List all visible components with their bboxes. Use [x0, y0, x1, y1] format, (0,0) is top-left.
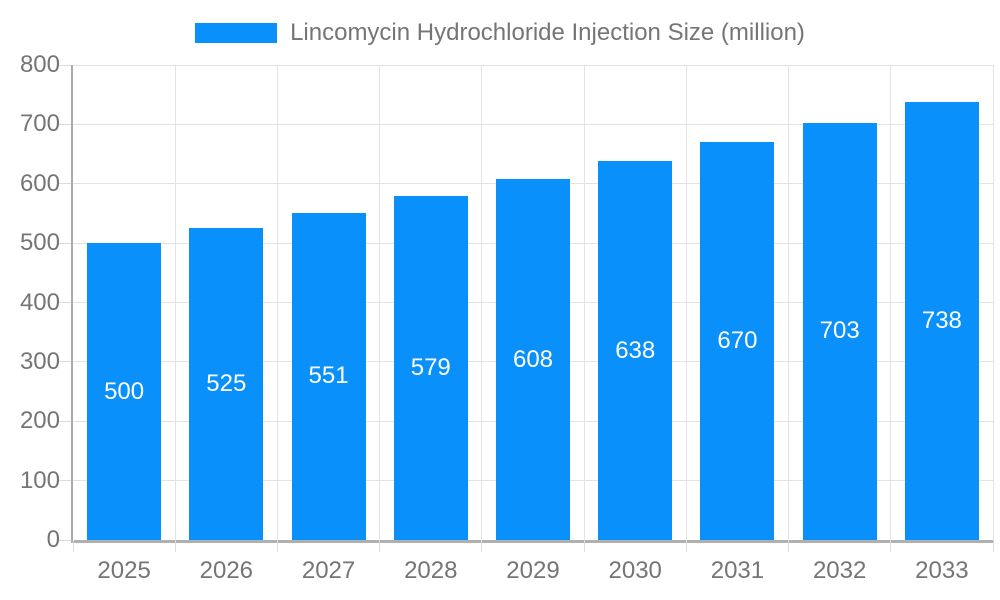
bar-value-label: 551: [308, 362, 349, 390]
x-tick-label: 2032: [812, 557, 867, 584]
x-tick: [72, 540, 74, 552]
y-tick: [58, 64, 71, 66]
legend-swatch-icon: [195, 23, 278, 43]
x-tick: [583, 540, 585, 552]
y-tick: [58, 183, 71, 185]
bar[interactable]: 703: [802, 122, 877, 540]
x-tick-label: 2027: [301, 557, 356, 584]
x-tick: [890, 540, 892, 552]
x-gridline: [481, 65, 483, 540]
y-tick: [58, 123, 71, 125]
bar[interactable]: 525: [189, 228, 264, 540]
x-tick-label: 2031: [710, 557, 765, 584]
bar-value-label: 525: [206, 370, 247, 398]
bar-value-label: 608: [512, 345, 554, 373]
x-axis-line: [71, 540, 993, 543]
legend-label: Lincomycin Hydrochloride Injection Size …: [290, 19, 805, 46]
x-tick: [379, 540, 381, 552]
y-tick-label: 600: [19, 169, 60, 197]
bar[interactable]: 638: [598, 161, 673, 540]
y-tick-label: 500: [19, 229, 60, 257]
y-tick: [58, 302, 71, 303]
bar-value-label: 703: [819, 317, 860, 345]
x-gridline: [992, 65, 994, 540]
bar[interactable]: 670: [700, 142, 775, 540]
x-gridline: [583, 65, 585, 540]
x-tick: [992, 540, 994, 552]
x-tick: [276, 540, 278, 552]
bar-value-label: 738: [921, 306, 962, 334]
bar[interactable]: 579: [393, 196, 468, 540]
x-tick-label: 2030: [608, 557, 662, 584]
y-tick: [58, 361, 71, 363]
x-gridline: [174, 65, 176, 540]
x-gridline: [890, 65, 892, 540]
x-tick: [788, 540, 790, 552]
x-gridline: [379, 65, 381, 540]
y-tick: [58, 242, 71, 244]
bar[interactable]: 738: [904, 101, 979, 540]
y-tick-label: 100: [19, 466, 60, 494]
bar[interactable]: 551: [291, 212, 366, 540]
x-gridline: [788, 65, 790, 540]
y-tick: [58, 480, 71, 482]
y-gridline: [73, 64, 993, 66]
x-tick-label: 2026: [199, 557, 254, 584]
x-tick-label: 2025: [97, 557, 151, 584]
x-tick: [685, 540, 687, 552]
x-tick-label: 2033: [915, 557, 969, 584]
bar-value-label: 638: [615, 336, 656, 364]
y-tick: [58, 420, 71, 422]
y-tick: [58, 539, 71, 541]
bar-value-label: 579: [410, 354, 451, 382]
bar-value-label: 670: [717, 327, 758, 355]
x-tick-label: 2029: [506, 557, 560, 584]
legend[interactable]: Lincomycin Hydrochloride Injection Size …: [0, 19, 1000, 46]
x-tick-label: 2028: [404, 557, 458, 584]
x-tick: [481, 540, 483, 552]
y-tick-label: 200: [19, 407, 60, 435]
x-gridline: [685, 65, 687, 540]
plot-area: 500 525 551 579 608 638 670 703 738: [58, 64, 994, 552]
y-gridline: [73, 123, 993, 125]
bar[interactable]: 500: [87, 243, 162, 540]
bar-value-label: 500: [104, 377, 145, 405]
x-tick: [174, 540, 176, 552]
y-axis-line: [71, 65, 73, 540]
y-tick-label: 0: [46, 526, 60, 553]
y-tick-label: 800: [19, 51, 60, 78]
x-gridline: [276, 65, 278, 540]
y-tick-label: 400: [19, 288, 60, 316]
y-tick-label: 300: [19, 347, 60, 375]
bar[interactable]: 608: [496, 179, 570, 540]
y-tick-label: 700: [19, 110, 60, 138]
